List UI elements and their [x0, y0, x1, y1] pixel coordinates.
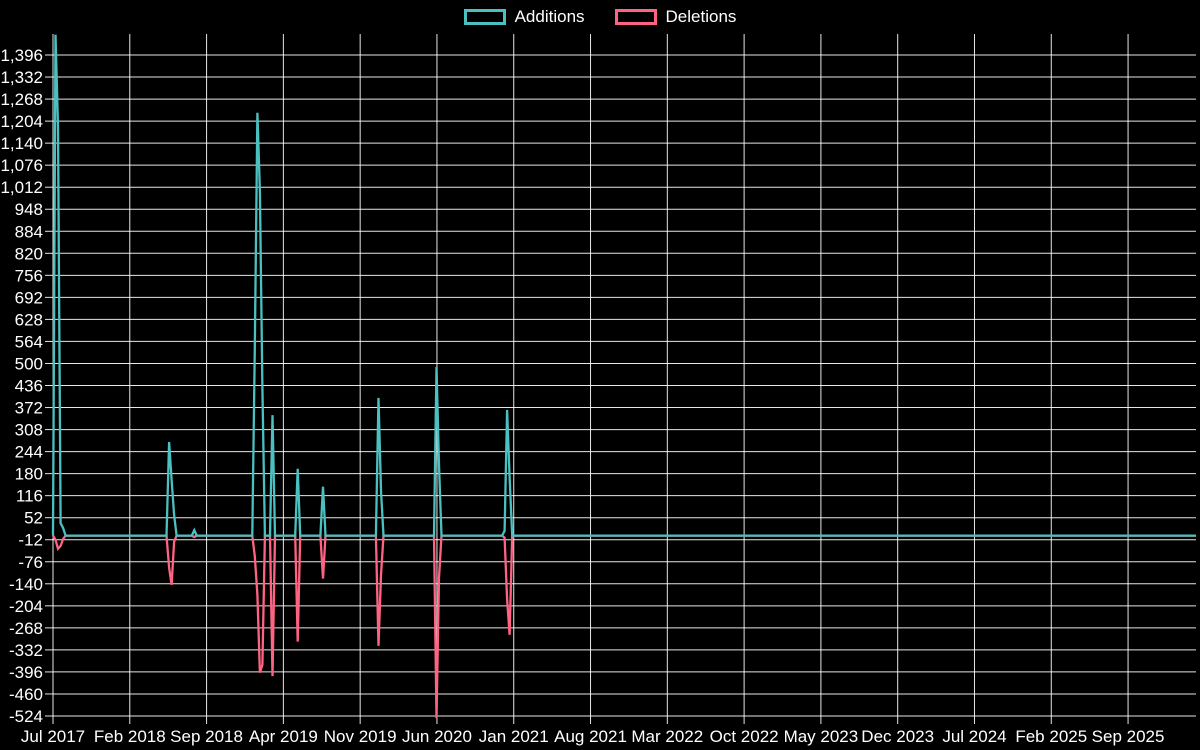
y-tick-label: 1,332: [0, 68, 43, 87]
y-tick-label: -460: [9, 685, 43, 704]
y-tick-label: -396: [9, 663, 43, 682]
y-tick-label: -140: [9, 575, 43, 594]
y-axis-tick-marks: [45, 54, 53, 717]
deletions-line: [52, 534, 1196, 719]
y-tick-label: 308: [15, 421, 43, 440]
x-tick-label: Aug 2021: [554, 727, 627, 746]
legend-item-additions[interactable]: Additions: [463, 7, 585, 27]
legend-item-deletions[interactable]: Deletions: [614, 7, 737, 27]
y-tick-label: -12: [18, 531, 43, 550]
x-tick-label: Apr 2019: [249, 727, 318, 746]
y-tick-label: 1,076: [0, 156, 43, 175]
x-tick-label: Nov 2019: [324, 727, 397, 746]
y-axis-labels: 1,396 1,332 1,268 1,204 1,140 1,076 1,012 948 88…: [0, 46, 43, 726]
x-tick-label: Mar 2022: [631, 727, 703, 746]
x-tick-label: Jan 2021: [479, 727, 549, 746]
y-tick-label: -524: [9, 707, 43, 726]
y-tick-label: 52: [24, 509, 43, 528]
y-tick-label: 180: [15, 465, 43, 484]
x-tick-label: Feb 2018: [94, 727, 166, 746]
y-tick-label: 1,268: [0, 90, 43, 109]
y-tick-label: -76: [18, 553, 43, 572]
x-tick-label: Dec 2023: [861, 727, 934, 746]
x-tick-label: Sep 2025: [1092, 727, 1165, 746]
vertical-gridlines: [52, 34, 1129, 716]
x-tick-label: Oct 2022: [710, 727, 779, 746]
y-tick-label: 820: [15, 244, 43, 263]
y-tick-label: 948: [15, 200, 43, 219]
additions-line: [51, 34, 1196, 537]
x-tick-label: Jul 2024: [942, 727, 1006, 746]
deletions-legend-swatch: [614, 9, 657, 25]
y-tick-label: 244: [15, 443, 43, 462]
deletions-legend-label: Deletions: [665, 7, 737, 26]
x-tick-label: Sep 2018: [170, 727, 243, 746]
x-axis-tick-marks: [52, 716, 1129, 724]
y-tick-label: 756: [15, 266, 43, 285]
y-tick-label: 500: [15, 354, 43, 373]
x-tick-label: May 2023: [784, 727, 859, 746]
y-tick-label: 692: [15, 288, 43, 307]
y-tick-label: -268: [9, 619, 43, 638]
y-tick-label: -332: [9, 641, 43, 660]
x-axis-labels: Jul 2017 Feb 2018 Sep 2018 Apr 2019 Nov 2019…: [21, 727, 1165, 746]
y-tick-label: 116: [16, 487, 43, 506]
y-tick-label: 1,396: [0, 46, 43, 65]
y-tick-label: 436: [15, 377, 43, 396]
y-tick-label: 564: [15, 332, 43, 351]
additions-legend-swatch: [463, 9, 506, 25]
x-tick-label: Jun 2020: [402, 727, 472, 746]
y-tick-label: 1,140: [0, 134, 43, 153]
x-tick-label: Jul 2017: [21, 727, 85, 746]
y-tick-label: 884: [15, 222, 43, 241]
x-tick-label: Feb 2025: [1015, 727, 1087, 746]
y-tick-label: -204: [9, 597, 43, 616]
y-tick-label: 1,012: [0, 178, 43, 197]
chart-legend: Additions Deletions: [0, 7, 1200, 27]
additions-legend-label: Additions: [514, 7, 585, 26]
y-tick-label: 628: [15, 310, 43, 329]
y-tick-label: 372: [15, 399, 43, 418]
y-tick-label: 1,204: [0, 112, 43, 131]
horizontal-gridlines: [53, 54, 1196, 717]
